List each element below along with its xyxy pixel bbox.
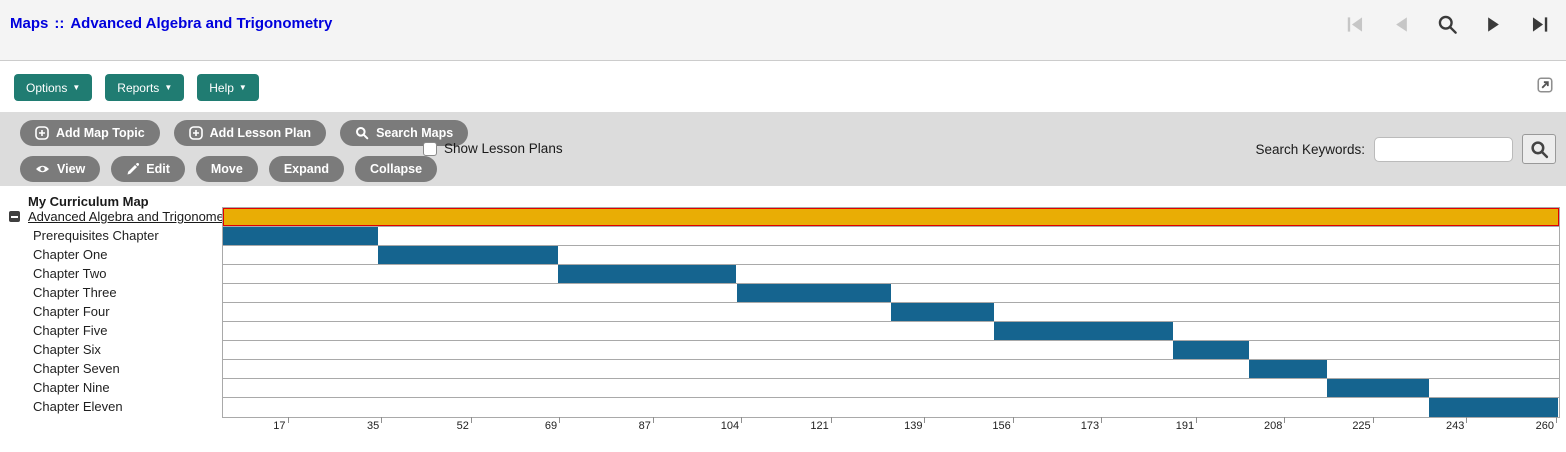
tree-item-chapter-five[interactable]: Chapter Five — [33, 323, 108, 338]
gantt-chart — [222, 207, 1560, 418]
gantt-axis: 17 35 52 69 87 104 121 139 156 173 191 208 225 243 260 — [222, 417, 1560, 436]
gantt-row — [223, 227, 1559, 246]
help-menu-button[interactable]: Help ▼ — [197, 74, 259, 101]
tree-item-chapter-three[interactable]: Chapter Three — [33, 285, 117, 300]
show-lesson-plans-label: Show Lesson Plans — [444, 141, 563, 156]
pencil-icon — [127, 162, 140, 174]
show-lesson-plans-group: Show Lesson Plans — [423, 141, 563, 156]
chevron-down-icon: ▼ — [164, 83, 173, 92]
menu-buttons: Options ▼ Reports ▼ Help ▼ — [14, 74, 259, 101]
add-map-topic-button[interactable]: Add Map Topic — [20, 120, 160, 146]
menu-bar: Options ▼ Reports ▼ Help ▼ — [0, 61, 1566, 112]
eye-icon — [36, 165, 49, 173]
collapse-button[interactable]: Collapse — [354, 156, 438, 182]
page-header: Maps:: Advanced Algebra and Trigonometry — [0, 0, 1566, 61]
gantt-row — [223, 360, 1559, 379]
toolbar-row-2: View Edit Move Expand Collapse — [20, 156, 438, 182]
first-page-icon[interactable] — [1344, 13, 1366, 35]
gantt-row — [223, 284, 1559, 303]
expand-button[interactable]: Expand — [268, 156, 344, 182]
gantt-topic-bar[interactable] — [993, 322, 1173, 340]
gantt-map-bar[interactable] — [223, 208, 1559, 226]
gantt-topic-bar[interactable] — [558, 265, 737, 283]
search-keywords-input[interactable] — [1374, 136, 1513, 162]
gantt-row — [223, 246, 1559, 265]
gantt-row — [223, 322, 1559, 341]
tree-item-chapter-one[interactable]: Chapter One — [33, 247, 108, 262]
tree-item-prerequisites-chapter[interactable]: Prerequisites Chapter — [33, 228, 159, 243]
collapse-node-icon[interactable] — [9, 211, 20, 222]
search-submit-button[interactable] — [1522, 134, 1556, 164]
gantt-topic-bar[interactable] — [223, 227, 378, 245]
gantt-topic-bar[interactable] — [737, 284, 891, 302]
chevron-down-icon: ▼ — [238, 83, 247, 92]
gantt-topic-bar[interactable] — [1249, 360, 1327, 378]
edit-button[interactable]: Edit — [111, 156, 185, 182]
tree-item-chapter-seven[interactable]: Chapter Seven — [33, 361, 120, 376]
tree-map-link[interactable]: Advanced Algebra and Trigonometry — [28, 209, 239, 224]
options-menu-button[interactable]: Options ▼ — [14, 74, 93, 101]
tree-item-chapter-eleven[interactable]: Chapter Eleven — [33, 399, 123, 414]
gantt-row — [223, 341, 1559, 360]
search-icon — [1530, 140, 1548, 158]
tree-item-chapter-six[interactable]: Chapter Six — [33, 342, 101, 357]
view-button[interactable]: View — [20, 156, 101, 182]
add-lesson-plan-button[interactable]: Add Lesson Plan — [173, 120, 327, 146]
search-icon — [356, 127, 369, 140]
search-keywords-label: Search Keywords: — [1255, 141, 1365, 157]
last-page-icon[interactable] — [1528, 13, 1550, 35]
tree-item-chapter-nine[interactable]: Chapter Nine — [33, 380, 110, 395]
chevron-down-icon: ▼ — [72, 83, 81, 92]
gantt-topic-bar[interactable] — [1326, 379, 1430, 397]
gantt-topic-bar[interactable] — [1429, 398, 1558, 417]
tree-item-chapter-two[interactable]: Chapter Two — [33, 266, 107, 281]
tree-root-label: My Curriculum Map — [28, 194, 149, 209]
gantt-row — [223, 265, 1559, 284]
gantt-topic-bar[interactable] — [377, 246, 559, 264]
reports-menu-button[interactable]: Reports ▼ — [105, 74, 185, 101]
page-title: Advanced Algebra and Trigonometry — [70, 15, 333, 32]
gantt-topic-bar[interactable] — [1172, 341, 1250, 359]
previous-page-icon[interactable] — [1390, 13, 1412, 35]
breadcrumb: Maps:: Advanced Algebra and Trigonometry — [10, 15, 332, 32]
next-page-icon[interactable] — [1482, 13, 1504, 35]
pagination-nav — [1344, 13, 1550, 35]
gantt-row — [223, 398, 1559, 417]
tree-item-chapter-four[interactable]: Chapter Four — [33, 304, 110, 319]
curriculum-map-panel: My Curriculum Map Advanced Algebra and T… — [0, 186, 1566, 452]
gantt-row — [223, 208, 1559, 227]
gantt-row — [223, 379, 1559, 398]
breadcrumb-maps-link[interactable]: Maps — [10, 15, 49, 32]
keyword-search-group: Search Keywords: — [1255, 134, 1556, 164]
plus-icon — [188, 126, 203, 140]
map-toolbar: Add Map Topic Add Lesson Plan Search Map… — [0, 112, 1566, 186]
popout-icon[interactable] — [1536, 76, 1554, 94]
move-button[interactable]: Move — [195, 156, 258, 182]
search-icon[interactable] — [1436, 13, 1458, 35]
show-lesson-plans-checkbox[interactable] — [423, 141, 437, 156]
toolbar-row-1: Add Map Topic Add Lesson Plan Search Map… — [20, 120, 469, 146]
plus-icon — [35, 126, 49, 140]
gantt-topic-bar[interactable] — [891, 303, 994, 321]
search-maps-button[interactable]: Search Maps — [340, 120, 469, 146]
breadcrumb-separator: :: — [54, 15, 65, 32]
gantt-row — [223, 303, 1559, 322]
